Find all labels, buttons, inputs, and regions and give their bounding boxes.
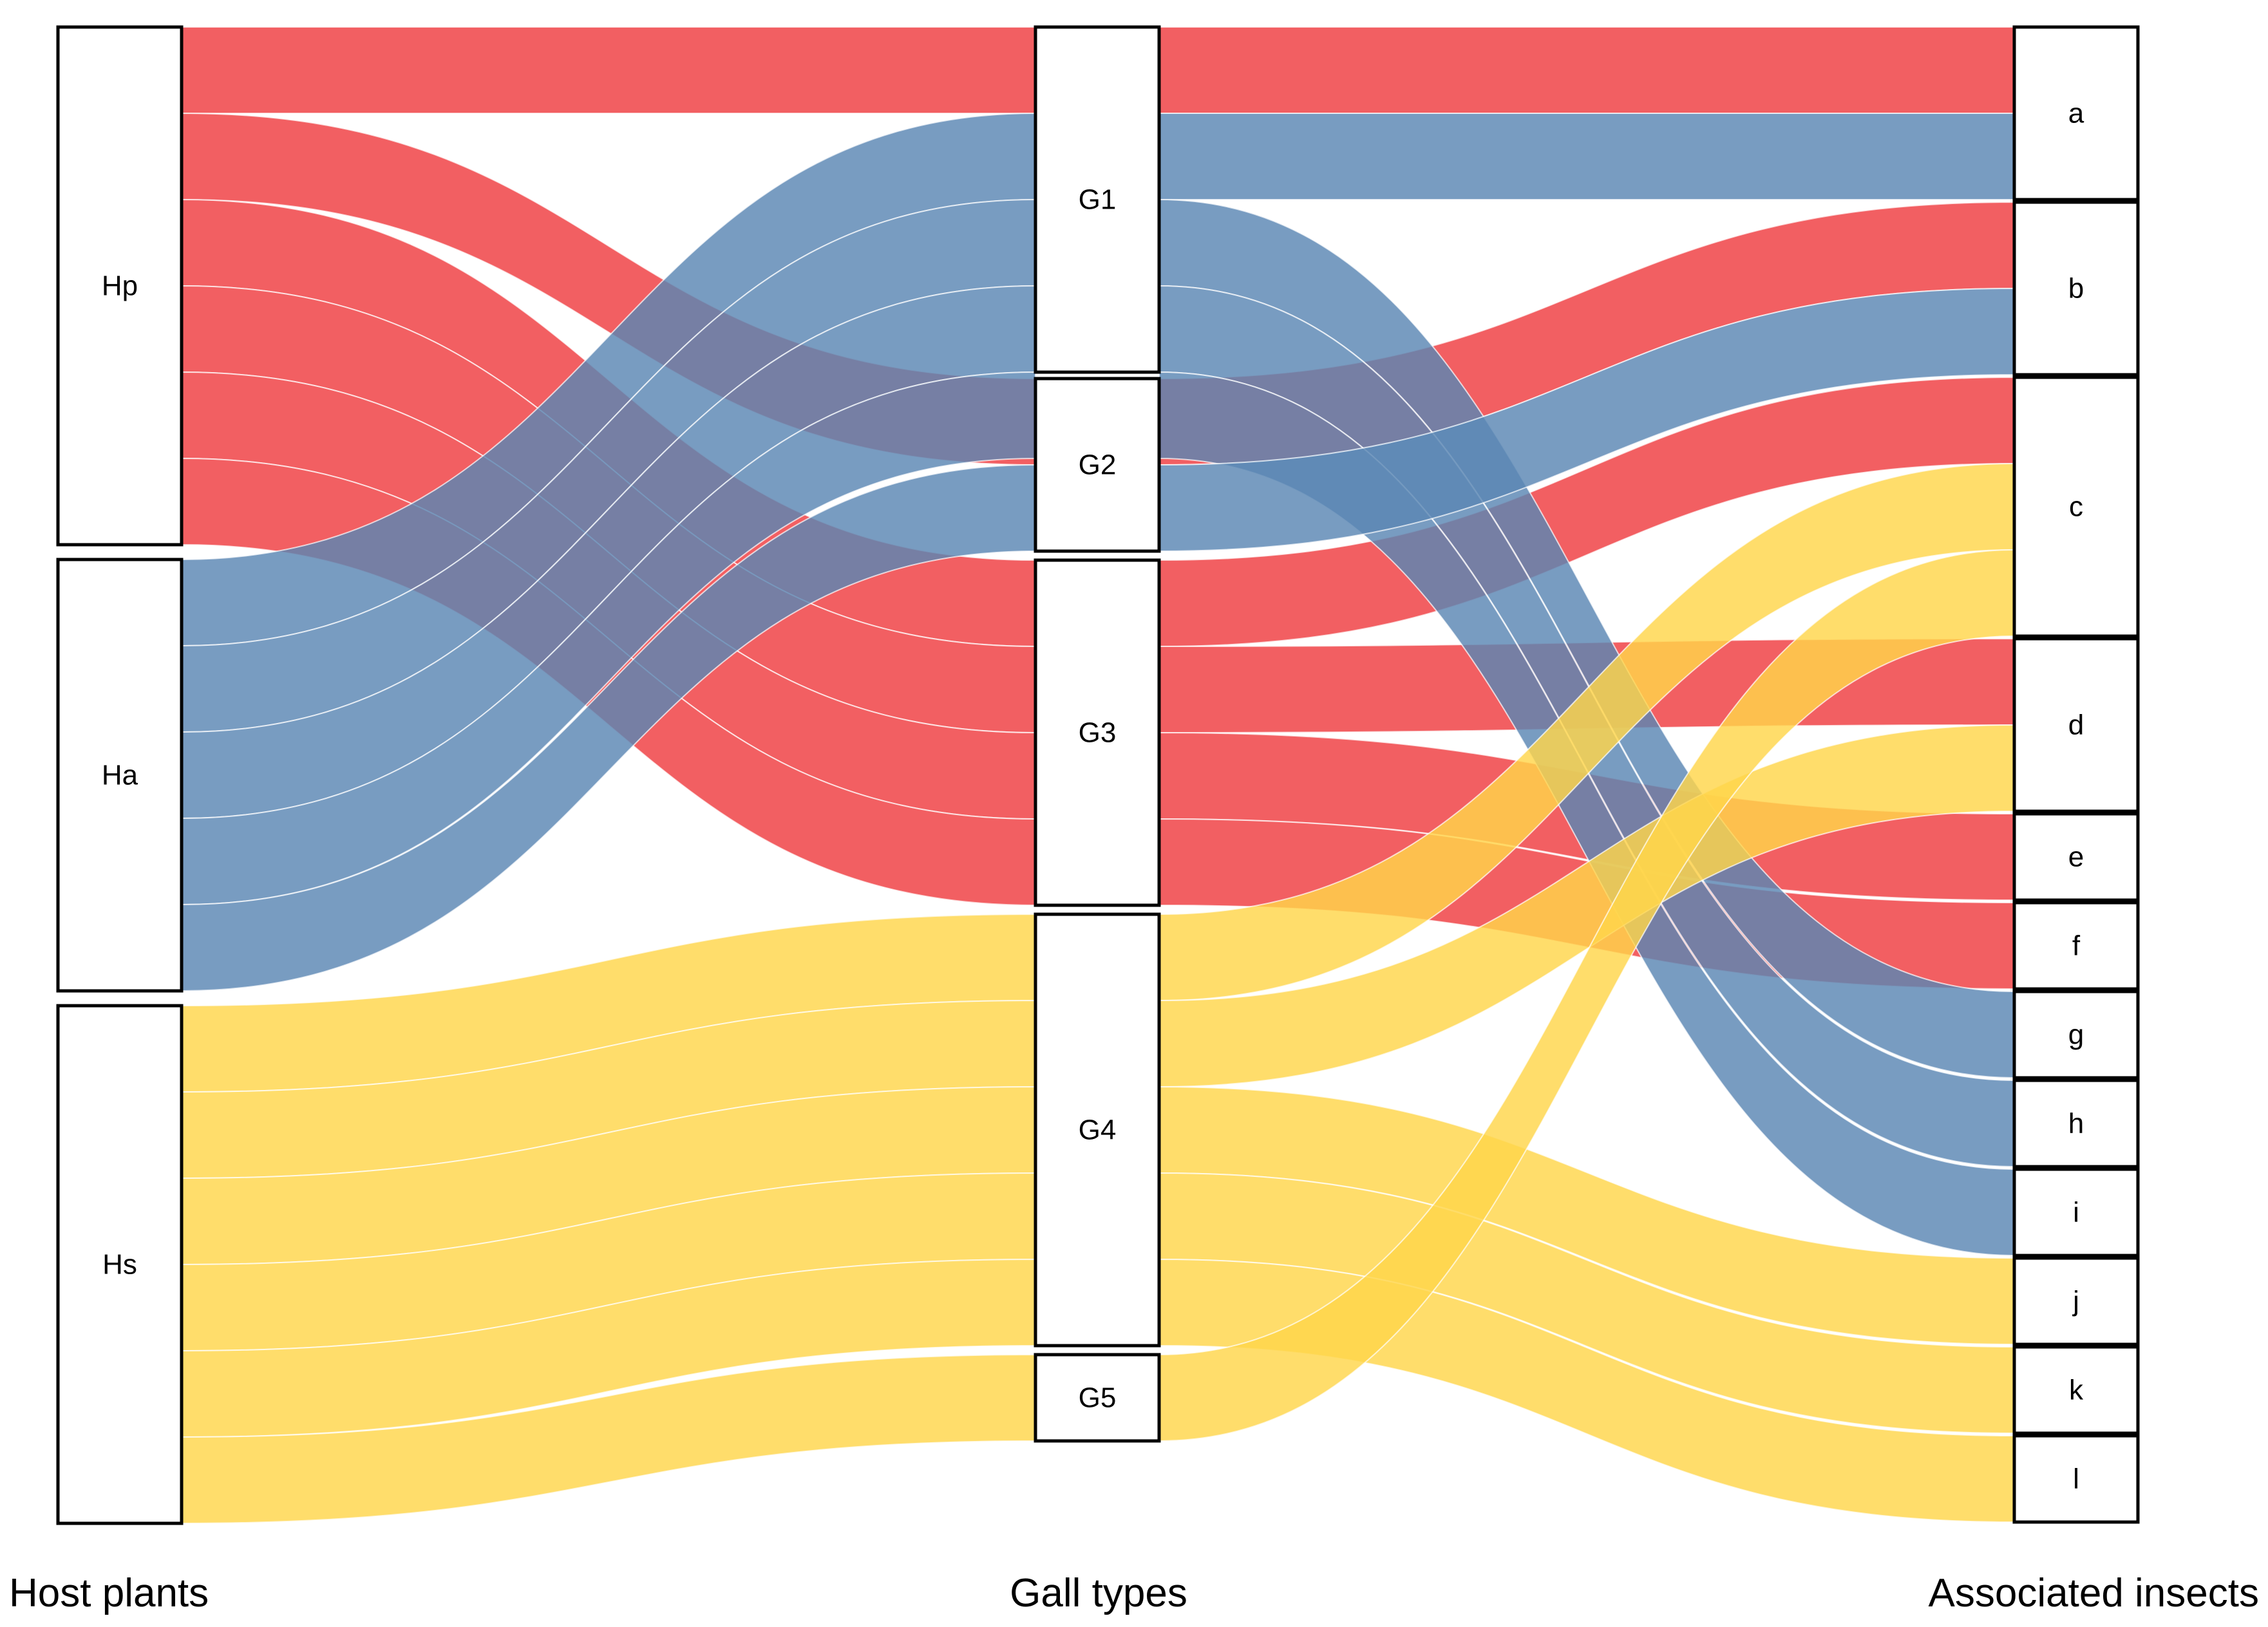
insect-node-box bbox=[2012, 375, 2140, 638]
gall-node-G3: G3 bbox=[1034, 558, 1161, 907]
flow-segment-gall-to-insect bbox=[1158, 26, 2015, 115]
insect-node-box bbox=[2012, 1434, 2140, 1524]
gall-node-label: G2 bbox=[1079, 449, 1117, 481]
gall-node-G4: G4 bbox=[1034, 912, 1161, 1348]
insect-node-box bbox=[2012, 812, 2140, 902]
insect-node-c: c bbox=[2012, 375, 2140, 638]
insect-node-j: j bbox=[2012, 1256, 2140, 1346]
insect-node-i: i bbox=[2012, 1167, 2140, 1257]
flow-segment-host-to-gall bbox=[181, 26, 1036, 115]
insect-node-a: a bbox=[2012, 25, 2140, 202]
host-node-Hs: Hs bbox=[56, 1004, 184, 1525]
insect-node-e: e bbox=[2012, 812, 2140, 902]
gall-node-G5: G5 bbox=[1034, 1353, 1161, 1443]
insect-node-label: h bbox=[2068, 1108, 2084, 1140]
axis-label-gall-types: Gall types bbox=[1010, 1571, 1187, 1615]
insect-node-l: l bbox=[2012, 1434, 2140, 1524]
insect-node-box bbox=[2012, 1078, 2140, 1169]
gall-node-box bbox=[1034, 1353, 1161, 1443]
insect-node-label: c bbox=[2069, 491, 2083, 523]
insect-node-label: k bbox=[2069, 1375, 2084, 1406]
gall-node-G2: G2 bbox=[1034, 377, 1161, 553]
insect-node-label: d bbox=[2068, 710, 2084, 741]
insect-node-box bbox=[2012, 1345, 2140, 1435]
host-node-box bbox=[56, 558, 184, 993]
gall-node-label: G3 bbox=[1079, 717, 1117, 749]
insect-node-box bbox=[2012, 200, 2140, 377]
insect-node-label: g bbox=[2068, 1019, 2084, 1051]
host-node-Ha: Ha bbox=[56, 558, 184, 993]
insect-node-box bbox=[2012, 1167, 2140, 1257]
gall-node-box bbox=[1034, 912, 1161, 1348]
host-node-label: Hp bbox=[102, 270, 138, 302]
insect-node-box bbox=[2012, 637, 2140, 813]
flow-segment-gall-to-insect bbox=[1158, 112, 2015, 201]
axis-label-host-plants: Host plants bbox=[9, 1571, 209, 1615]
insect-node-label: i bbox=[2073, 1197, 2079, 1228]
gall-node-G1: G1 bbox=[1034, 25, 1161, 374]
insect-node-label: j bbox=[2072, 1286, 2079, 1317]
insect-node-d: d bbox=[2012, 637, 2140, 813]
insect-node-box bbox=[2012, 1256, 2140, 1346]
insect-node-label: e bbox=[2068, 842, 2084, 873]
insect-node-box bbox=[2012, 990, 2140, 1080]
insect-node-b: b bbox=[2012, 200, 2140, 377]
host-node-box bbox=[56, 25, 184, 547]
gall-node-label: G5 bbox=[1079, 1382, 1117, 1414]
host-node-box bbox=[56, 1004, 184, 1525]
flows-layer bbox=[181, 26, 2015, 1525]
gall-node-box bbox=[1034, 25, 1161, 374]
axis-labels: Host plants Gall types Associated insect… bbox=[9, 1571, 2259, 1615]
nodes-layer: Hp Ha Hs G1 G2 G3 G4 G5 a b c d e f g h i j k l bbox=[56, 25, 2140, 1525]
insect-node-g: g bbox=[2012, 990, 2140, 1080]
host-node-Hp: Hp bbox=[56, 25, 184, 547]
gall-node-box bbox=[1034, 377, 1161, 553]
host-node-label: Hs bbox=[102, 1249, 137, 1281]
insect-node-box bbox=[2012, 901, 2140, 991]
insect-node-label: l bbox=[2073, 1463, 2079, 1495]
insect-node-label: b bbox=[2068, 273, 2084, 305]
gall-node-label: G1 bbox=[1079, 184, 1117, 216]
insect-node-box bbox=[2012, 25, 2140, 202]
host-node-label: Ha bbox=[102, 760, 138, 791]
gall-node-label: G4 bbox=[1079, 1114, 1117, 1146]
insect-node-f: f bbox=[2012, 901, 2140, 991]
insect-node-label: a bbox=[2068, 98, 2084, 129]
axis-label-associated-insects: Associated insects bbox=[1929, 1571, 2259, 1615]
insect-node-label: f bbox=[2072, 930, 2081, 962]
insect-node-h: h bbox=[2012, 1078, 2140, 1169]
insect-node-k: k bbox=[2012, 1345, 2140, 1435]
gall-node-box bbox=[1034, 558, 1161, 907]
